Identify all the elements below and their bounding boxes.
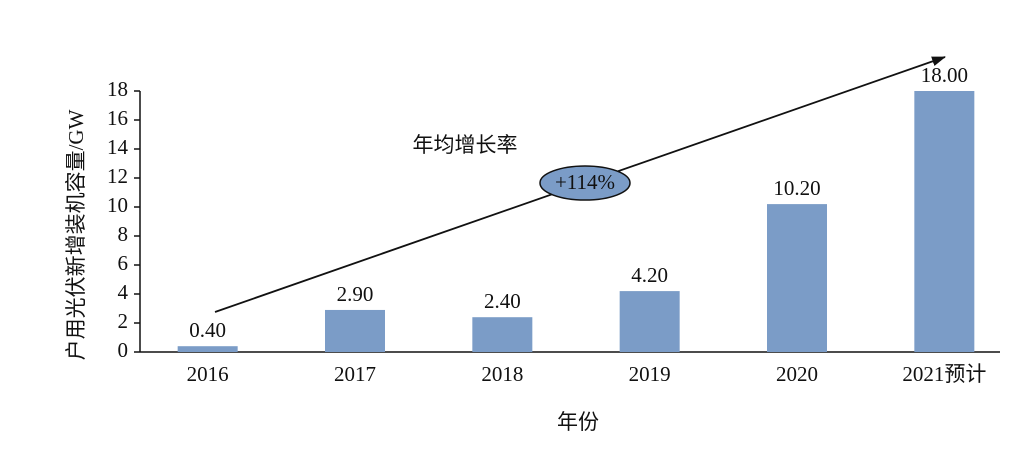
- bar: [619, 291, 680, 352]
- x-tick-label: 2019: [629, 362, 671, 386]
- y-tick-label: 6: [118, 251, 129, 275]
- x-axis-label: 年份: [557, 410, 599, 434]
- value-label: 18.00: [921, 63, 968, 87]
- value-label: 4.20: [631, 263, 668, 287]
- y-tick-label: 18: [107, 77, 128, 101]
- bar: [325, 309, 385, 352]
- x-tick-label: 2017: [334, 362, 376, 386]
- y-axis-label: 户用光伏新增装机容量/GW: [64, 109, 88, 360]
- y-tick-label: 8: [118, 222, 129, 246]
- x-tick-label: 2020: [776, 362, 818, 386]
- value-label: 2.90: [337, 282, 374, 306]
- y-tick-label: 14: [107, 135, 129, 159]
- bar: [767, 204, 827, 352]
- value-label: 2.40: [484, 289, 521, 313]
- value-label: 0.40: [189, 318, 226, 342]
- bar: [177, 346, 238, 352]
- x-tick-label: 2021预计: [902, 362, 986, 386]
- growth-badge: [539, 165, 631, 201]
- value-label: 10.20: [773, 176, 820, 200]
- trend-label: 年均增长率: [413, 133, 518, 157]
- y-tick-label: 12: [107, 164, 128, 188]
- x-tick-label: 2016: [187, 362, 229, 386]
- y-tick-label: 10: [107, 193, 128, 217]
- y-tick-label: 16: [107, 106, 128, 130]
- growth-rate: +114%: [555, 170, 615, 194]
- bar: [472, 317, 533, 352]
- y-tick-label: 2: [118, 309, 129, 333]
- y-tick-label: 0: [118, 338, 129, 362]
- bar: [914, 91, 975, 352]
- x-tick-label: 2018: [481, 362, 523, 386]
- y-tick-label: 4: [118, 280, 129, 304]
